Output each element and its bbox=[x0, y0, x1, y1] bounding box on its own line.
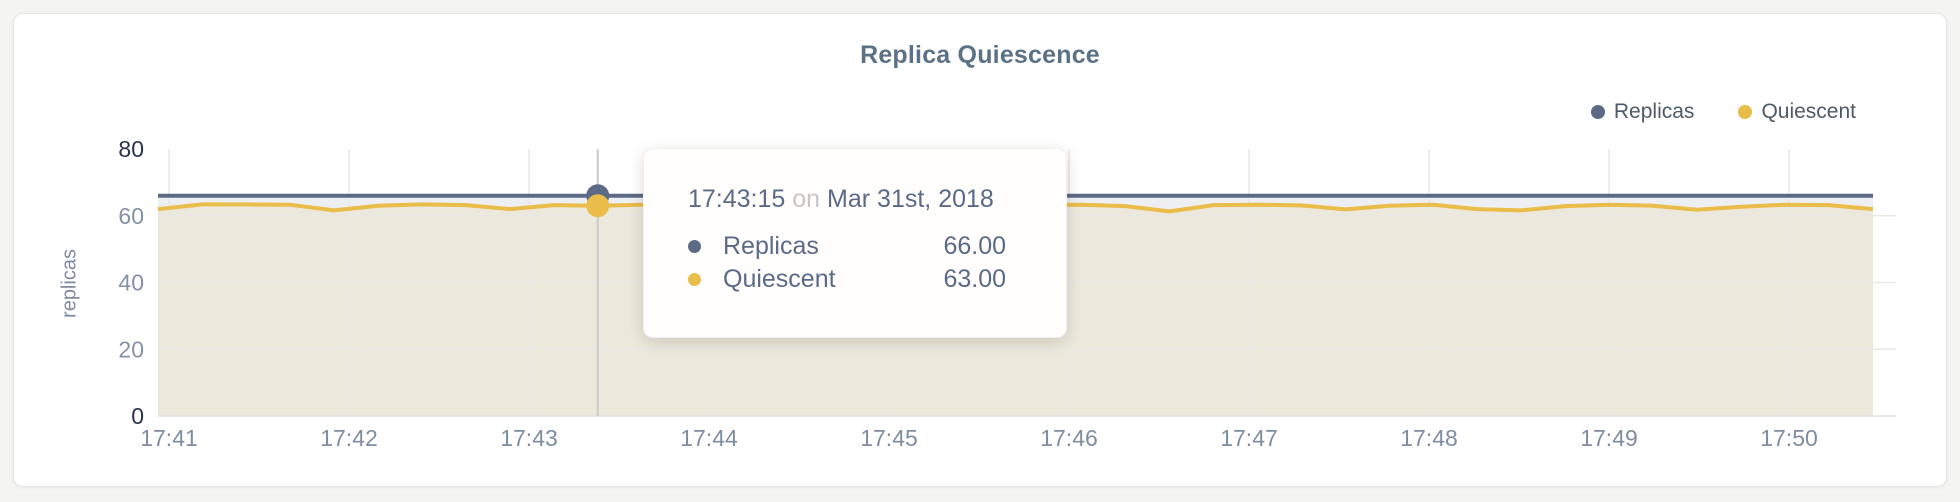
replicas-dot-icon bbox=[688, 240, 701, 253]
tooltip-header: 17:43:15 on Mar 31st, 2018 bbox=[688, 185, 1006, 214]
x-tick-label: 17:48 bbox=[1400, 425, 1458, 451]
replicas-legend-dot-icon bbox=[1590, 105, 1605, 119]
y-tick-label: 20 bbox=[118, 336, 144, 362]
x-tick-label: 17:45 bbox=[860, 425, 918, 451]
tooltip-row-replicas: Replicas 66.00 bbox=[688, 230, 1006, 263]
tooltip-row-quiescent: Quiescent 63.00 bbox=[688, 263, 1006, 296]
x-tick-label: 17:44 bbox=[680, 425, 738, 451]
legend-label: Quiescent bbox=[1761, 100, 1856, 123]
legend-label: Replicas bbox=[1613, 100, 1695, 123]
y-tick-label: 40 bbox=[118, 270, 144, 296]
legend: Replicas Quiescent bbox=[1590, 100, 1856, 124]
y-tick-label: 80 bbox=[118, 136, 144, 162]
tooltip-series-value: 63.00 bbox=[943, 265, 1006, 293]
highlight-dot-quiescent[interactable] bbox=[586, 194, 610, 218]
chart-title: Replica Quiescence bbox=[860, 41, 1100, 69]
tooltip-series-label: Replicas bbox=[723, 232, 819, 260]
legend-item-quiescent[interactable]: Quiescent bbox=[1738, 100, 1856, 124]
x-tick-label: 17:50 bbox=[1760, 425, 1818, 451]
x-tick-label: 17:46 bbox=[1040, 425, 1098, 451]
tooltip-rows: Replicas 66.00 Quiescent 63.00 bbox=[688, 230, 1006, 296]
x-tick-label: 17:41 bbox=[140, 425, 198, 451]
tooltip-date: Mar 31st, 2018 bbox=[827, 185, 994, 213]
y-tick-label: 0 bbox=[131, 403, 144, 429]
chart-tooltip: 17:43:15 on Mar 31st, 2018 Replicas 66.0… bbox=[643, 148, 1067, 338]
y-tick-label: 60 bbox=[118, 203, 144, 229]
quiescent-dot-icon bbox=[688, 273, 701, 286]
x-tick-label: 17:49 bbox=[1580, 425, 1638, 451]
quiescent-legend-dot-icon bbox=[1738, 105, 1753, 119]
x-tick-label: 17:43 bbox=[500, 425, 558, 451]
x-tick-label: 17:42 bbox=[320, 425, 378, 451]
x-tick-label: 17:47 bbox=[1220, 425, 1278, 451]
tooltip-series-value: 66.00 bbox=[943, 232, 1006, 260]
tooltip-time: 17:43:15 bbox=[688, 185, 786, 213]
chart-card: Replica Quiescence Replicas Quiescent re… bbox=[13, 13, 1947, 487]
tooltip-series-label: Quiescent bbox=[723, 265, 836, 293]
legend-item-replicas[interactable]: Replicas bbox=[1590, 100, 1695, 124]
tooltip-connector: on bbox=[792, 185, 821, 213]
